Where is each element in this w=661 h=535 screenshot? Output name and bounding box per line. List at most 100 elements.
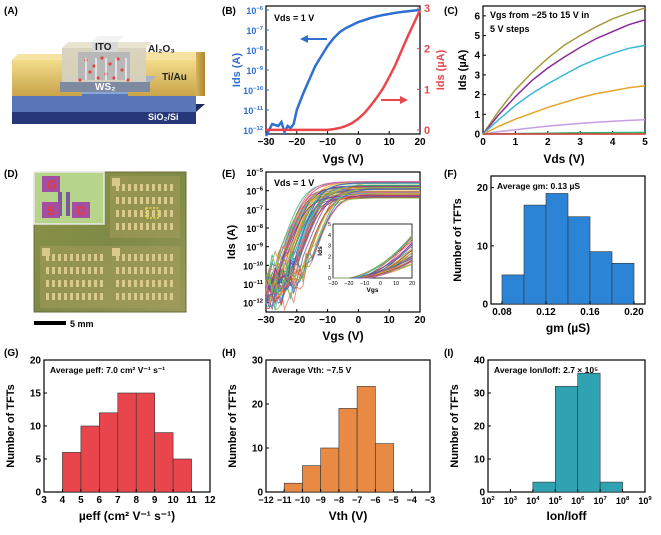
electrode-pad [70, 280, 73, 287]
arrow-head-blue [300, 35, 308, 43]
x-tick-label: 10 [384, 137, 396, 148]
histogram-bar [154, 432, 174, 493]
chart-e: −30 −20 −10 0 10 2010−1210−1110−1010−910−810−… [226, 168, 426, 343]
electrode-pad [128, 210, 131, 217]
electrode-pad [140, 293, 143, 300]
histogram-bar [62, 452, 82, 493]
panel-label-g: (G) [4, 348, 18, 359]
x-axis-label: µeff (cm² V⁻¹ s⁻¹) [79, 509, 175, 523]
y-tick-label: 1 [474, 110, 480, 121]
scale-bar-label: 5 mm [70, 319, 94, 329]
histogram-bar [501, 274, 525, 305]
y-tick-label: 5 [35, 455, 41, 466]
histogram-bar [356, 386, 376, 493]
electrode-pad [146, 293, 149, 300]
panel-label-e: (E) [222, 169, 235, 180]
electrode-pad [164, 254, 167, 261]
electrode-pad [100, 280, 103, 287]
x-tick-label: 109 [638, 496, 652, 506]
y-tick-label: 20 [30, 356, 42, 367]
y-tick-label: 15 [30, 389, 42, 400]
electrode-pad [140, 267, 143, 274]
x-tick-label: 10 [384, 315, 396, 326]
electrode-pad [122, 210, 125, 217]
y-tick-label: 10 [477, 241, 489, 252]
histogram-bar [302, 465, 321, 493]
y-axis-label: Ids (µA) [457, 49, 469, 90]
x-tick-label: −30 [258, 137, 275, 148]
electrode-pad [82, 280, 85, 287]
electrode-pad [140, 197, 143, 204]
transfer-curve [265, 184, 420, 293]
y-axis-label-left: Ids (A) [231, 53, 243, 88]
electrode-pad [158, 210, 161, 217]
series-line-0 [482, 7, 646, 135]
die-block [40, 246, 110, 308]
histogram-bar [589, 251, 613, 305]
electrode-pad [116, 267, 119, 274]
x-tick-label: 108 [616, 496, 630, 506]
inset-y-tick-label: 3 [328, 244, 331, 250]
chart-b: −30 −20 −10 0 10 2010−1210−1110−1010−910−810−… [231, 3, 447, 166]
x-tick-label: 106 [571, 496, 585, 506]
electrode-pad [134, 197, 137, 204]
x-tick-label: −11 [277, 495, 292, 505]
electrode-pad [152, 293, 155, 300]
electrode-pad [58, 280, 61, 287]
y-tick-label: 10−10 [243, 261, 264, 271]
x-tick-label: −3 [425, 495, 435, 505]
y-tick-label-right: 2 [424, 44, 430, 56]
x-tick-label: 8 [133, 495, 139, 506]
electrode-pad [146, 280, 149, 287]
panel-label-f: (F) [444, 169, 457, 180]
transfer-curve [265, 185, 420, 291]
chart-c: 0 1 2 3 4 5 0 1 2 3 4 5 6 Vgs from −25 to 15 V in 5 V … [457, 5, 648, 166]
device-array-photo: G S D 5 mm [33, 171, 187, 329]
y-tick-label: 10−7 [246, 205, 263, 215]
electrode-pad [52, 254, 55, 261]
x-tick-label: 0.16 [580, 307, 600, 318]
electrode-pad [158, 184, 161, 191]
x-tick-label: 10 [168, 495, 180, 506]
y-tick-label: 20 [474, 422, 486, 433]
arrow-head-red [400, 96, 408, 104]
x-tick-label: 5 [642, 137, 648, 148]
annotation: Average gm: 0.13 µS [497, 181, 580, 191]
x-tick-label: 0 [356, 315, 362, 326]
series-line-3 [482, 85, 646, 135]
electrode-pad [152, 280, 155, 287]
electrode-pad [170, 223, 173, 230]
electrode-pad [164, 184, 167, 191]
corner-pad [42, 248, 50, 256]
y-tick-label: 30 [252, 356, 264, 367]
x-tick-label: −20 [288, 137, 305, 148]
transfer-curve [265, 188, 420, 292]
y-tick-label: 10 [474, 455, 486, 466]
electrode-pad [170, 210, 173, 217]
electrode-pad [116, 210, 119, 217]
inset-x-tick-label: 0 [379, 281, 382, 287]
electrode-pad [122, 184, 125, 191]
y-tick-label: 0 [482, 300, 488, 311]
transfer-curve [265, 195, 420, 291]
electrode-pad [164, 293, 167, 300]
histogram-bar [99, 412, 119, 493]
x-tick-label: 0.20 [624, 307, 644, 318]
electrode-pad [94, 280, 97, 287]
x-tick-label: 5 [78, 495, 84, 506]
transfer-curve [265, 186, 420, 296]
electrode-pad [116, 197, 119, 204]
inset-x-tick-label: 20 [409, 281, 415, 287]
panel-label-h: (H) [222, 348, 236, 359]
y-tick-label-right: 0 [424, 125, 430, 137]
inset-x-label: Vgs [367, 287, 379, 294]
y-tick-label: 10−9 [246, 243, 263, 253]
electrode-pad [164, 223, 167, 230]
histogram-bar [567, 216, 591, 305]
y-tick-label: 0 [479, 488, 485, 499]
histogram-bar [135, 392, 155, 493]
histogram-bar [545, 193, 569, 305]
electrode-pad [116, 254, 119, 261]
electrode-pad [158, 197, 161, 204]
histogram-bar [172, 458, 192, 493]
